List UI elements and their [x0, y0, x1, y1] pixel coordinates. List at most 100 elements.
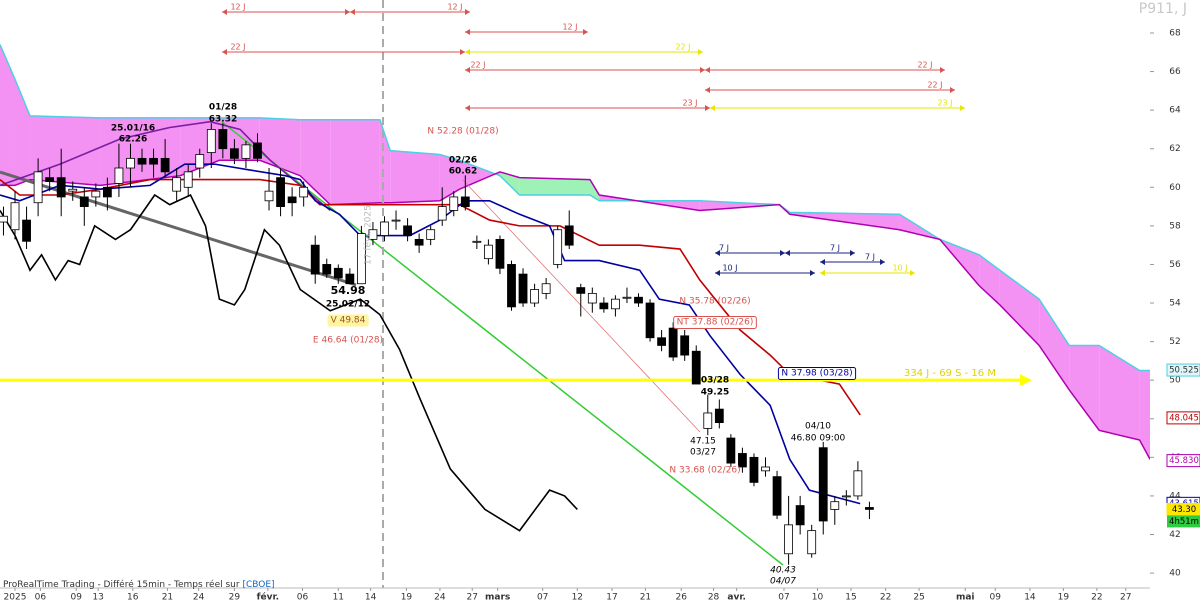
candle-body: [484, 244, 493, 260]
cloud-fill: [439, 154, 460, 201]
annotation: 04/10: [805, 422, 831, 432]
annotation: 47.15: [690, 437, 716, 447]
cloud-fill: [379, 119, 391, 203]
x-tick-label: 27: [467, 593, 478, 602]
x-tick-label: 27: [1120, 593, 1131, 602]
range-label: 12 J: [447, 3, 462, 12]
range-arrow: [465, 105, 470, 111]
price-tag-box: [1166, 363, 1200, 377]
candle-body: [830, 501, 840, 510]
annotation: 54.98: [331, 284, 366, 297]
x-tick-label: févr.: [257, 592, 279, 602]
candle-body: [253, 142, 262, 159]
candle-body: [345, 273, 355, 285]
x-tick-label: 06: [35, 593, 47, 602]
range-arrow: [940, 67, 945, 73]
y-tick-label: 52: [1169, 337, 1180, 347]
range-arrow: [583, 29, 588, 35]
range-arrow: [460, 49, 465, 55]
candle-body: [657, 337, 666, 346]
cloud-fill: [1039, 299, 1070, 390]
annotation: 01/28: [209, 103, 237, 113]
range-label: 7 J: [830, 244, 840, 253]
annotation: V 49.84: [331, 316, 366, 326]
range-arrow: [222, 9, 227, 15]
level: 334 J - 69 S - 16 M: [0, 368, 1032, 387]
annotation: 46.80 09:00: [791, 434, 846, 444]
candle-body: [865, 507, 874, 510]
annotation: 63.32: [209, 115, 237, 125]
range-arrow: [705, 87, 710, 93]
candle-body: [784, 524, 794, 555]
candle-body: [56, 177, 66, 198]
y-tick-label: 58: [1169, 221, 1181, 231]
cloud-span: [0, 44, 1150, 372]
candle-body: [576, 287, 586, 294]
candle-body: [645, 302, 655, 339]
annotation: E 46.64 (01/28): [313, 336, 383, 346]
range-arrow: [698, 49, 703, 55]
range-label: 22 J: [675, 43, 690, 52]
x-tick-label: 2025: [4, 593, 27, 602]
candle-body: [126, 157, 135, 169]
candle-body: [403, 225, 412, 236]
range-arrow: [715, 270, 720, 276]
range-arrow: [705, 105, 710, 111]
x-tick-label: 26: [675, 593, 687, 602]
y-tick-label: 60: [1169, 183, 1181, 193]
annotation: 03/27: [690, 448, 716, 458]
candle-body: [611, 298, 620, 310]
candle-body: [818, 447, 828, 522]
range-label: 12 J: [562, 23, 577, 32]
range-arrow: [910, 270, 915, 276]
x-tick-label: mai: [956, 593, 975, 602]
candle-body: [807, 530, 817, 555]
annotation: N 35.78 (02/26): [679, 297, 750, 307]
range-arrow: [820, 259, 825, 265]
candle-body: [761, 466, 770, 472]
trend-lines: [0, 0, 784, 588]
level-arrow: [1020, 374, 1032, 387]
annotation-box: [777, 367, 857, 380]
range-arrow: [222, 49, 227, 55]
candle-body: [299, 186, 309, 198]
candle-body: [541, 283, 551, 294]
cloud-fill: [1099, 345, 1140, 440]
cloud-span: [0, 159, 1150, 460]
candle-body: [622, 296, 632, 299]
y-tick-label: 50: [1169, 376, 1181, 386]
candle-body: [634, 296, 643, 304]
candle-body: [310, 244, 320, 275]
candle-body: [241, 144, 251, 159]
candle-body: [137, 157, 147, 165]
range-arrow: [850, 250, 855, 256]
source: ProRealTime Trading - Différé 15min - Te…: [3, 579, 275, 590]
x-tick-label: 19: [401, 593, 413, 602]
cloud-fill: [519, 177, 591, 196]
cloud: [0, 44, 1150, 460]
candle-body: [668, 327, 678, 358]
candle-body: [507, 264, 516, 308]
range-arrow: [700, 67, 705, 73]
annotation: 49.25: [701, 388, 729, 398]
candle-body: [587, 292, 597, 304]
annotation: NT 37.88 (02/26): [677, 318, 754, 328]
candle-body: [10, 202, 20, 231]
range-label: 22 J: [927, 81, 942, 90]
range-label: 7 J: [865, 253, 875, 262]
x-tick-label: 19: [1058, 593, 1070, 602]
candle-body: [79, 196, 89, 207]
candle-body: [426, 229, 436, 240]
candle-body: [853, 470, 863, 497]
source-link[interactable]: [CBOE]: [242, 580, 274, 590]
candle-body: [460, 196, 470, 207]
cloud-fill: [15, 79, 31, 186]
annotation: 03/28: [701, 376, 729, 386]
range-arrow: [705, 67, 710, 73]
candle-body: [333, 267, 343, 279]
timer-box: [1167, 515, 1200, 528]
candle-body: [680, 335, 690, 356]
candle-body: [149, 157, 158, 165]
candle-body: [495, 238, 505, 269]
x-tick-label: 25: [913, 593, 924, 602]
